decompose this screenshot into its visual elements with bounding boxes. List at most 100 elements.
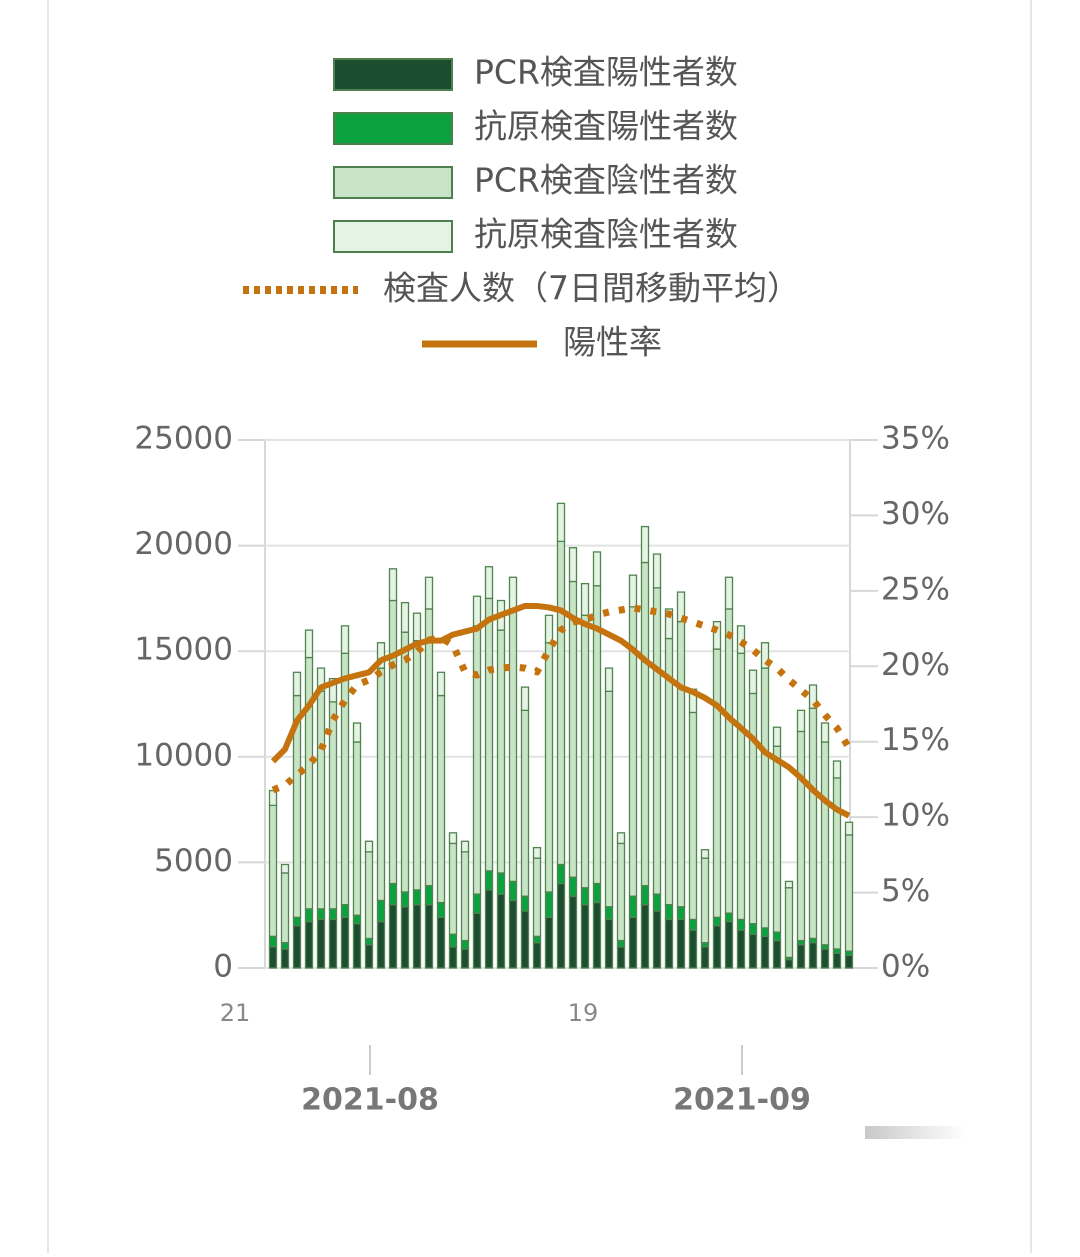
bar-segment [424,576,434,610]
bar-segment [412,612,422,642]
bar-segment [616,842,626,942]
bar-segment [820,722,830,743]
bar-segment [616,832,626,845]
bar-segment [772,939,782,969]
bar-segment [640,903,650,969]
bar-segment [364,851,374,940]
month-label: 2021-09 [673,1083,811,1118]
bar-segment [712,620,722,650]
bar-segment [280,948,290,969]
bar-segment [700,857,710,944]
bar-segment [580,614,590,889]
bar-segment [436,694,446,904]
bar-segment [760,667,770,929]
bar-segment [808,707,818,940]
bar-segment [676,918,686,969]
bar-segment [496,893,506,969]
bar-segment [652,587,662,895]
y-tick-label: 10000 [134,737,233,773]
bar-segment [304,629,314,659]
legend-label: 抗原検査陽性者数 [474,107,738,146]
bar-segment [400,891,410,908]
bar-segment [520,686,530,711]
bar-segment [340,652,350,906]
bar-segment [496,629,506,874]
bar-segment [484,889,494,969]
bar-segment [352,741,362,916]
bar-segment [448,946,458,969]
bar-segment [760,927,770,937]
bar-segment [448,832,458,845]
bar-segment [460,948,470,969]
bar-segment [532,846,542,859]
bar-segment [304,920,314,969]
bar-segment [664,903,674,921]
bar-segment [532,935,542,944]
legend-swatch [333,220,453,253]
bar-segment [556,882,566,969]
bar-segment [712,916,722,927]
bar-segment [568,547,578,583]
bar-segment [820,741,830,946]
bar-segment [844,954,854,969]
bar-segment [292,671,302,697]
bar-segment [508,608,518,883]
bar-segment [736,652,746,921]
bar-segment [700,849,710,859]
bar-segment [652,553,662,589]
bar-segment [724,576,734,610]
bar-segment [268,935,278,948]
bar-segment [748,933,758,969]
bar-segment [376,899,386,923]
bar-segment [760,935,770,969]
legend-label: 検査人数（7日間移動平均） [383,269,800,308]
y-tick-label: 20000 [134,526,233,562]
bar-segment [376,920,386,969]
bar-segment [400,601,410,633]
bar-segment [316,918,326,969]
bar-segment [616,946,626,969]
bar-segment [484,870,494,891]
bar-segment [832,760,842,779]
bar-segment [652,893,662,912]
bar-segment [304,656,314,910]
bar-segment [520,910,530,969]
bar-segment [508,880,518,902]
bar-segment [568,895,578,969]
y2-tick-label: 30% [881,496,950,532]
bar-segment [460,851,470,942]
bar-segment [712,925,722,969]
bar-segment [784,880,794,889]
bar-segment [376,667,386,902]
bar-segment [748,692,758,925]
bar-segment [592,882,602,904]
y2-tick-label: 0% [881,949,930,985]
bar-segment [292,916,302,927]
bar-segment [604,906,614,921]
bar-segment [640,884,650,906]
bar-segment [628,895,638,918]
bar-segment [268,804,278,937]
bar-segment [700,946,710,969]
y2-tick-label: 35% [881,421,950,457]
bar-segment [736,929,746,969]
bar-segment [280,863,290,874]
bar-segment [820,948,830,969]
bar-segment [352,722,362,743]
bar-segment [388,599,398,885]
bar-segment [592,901,602,969]
bar-segment [556,502,566,543]
bar-segment [688,929,698,969]
scroll-thumb[interactable] [865,1126,965,1139]
bar-segment [568,580,578,878]
bar-segment [268,789,278,807]
bar-segment [460,939,470,950]
bar-segment [472,912,482,969]
bar-segment [844,834,854,952]
bar-segment [796,709,806,733]
bar-segment [616,939,626,948]
x-tick-label: 19 [568,999,599,1027]
bar-segment [652,910,662,969]
bar-segment [424,903,434,969]
